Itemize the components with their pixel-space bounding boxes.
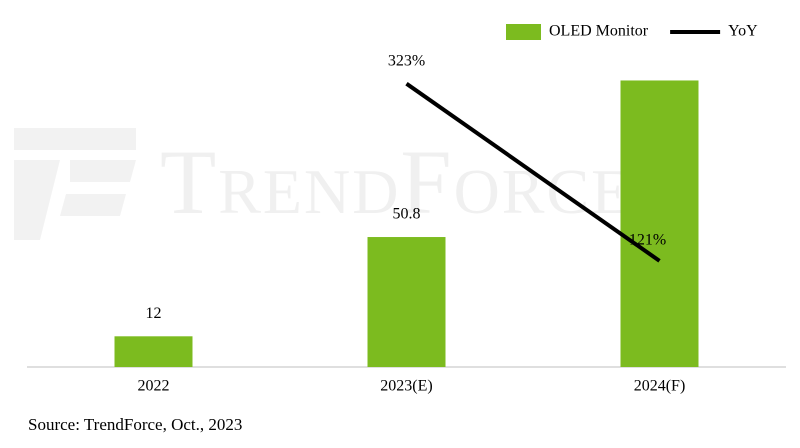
source: Source: TrendForce, Oct., 2023	[28, 415, 242, 434]
data-label: 12	[146, 305, 162, 322]
watermark: TrendForce	[160, 131, 632, 233]
x-tick-label: 2023(E)	[380, 378, 432, 395]
legend-label: YoY	[728, 23, 758, 40]
data-label: 121%	[629, 232, 666, 249]
x-tick-label: 2024(F)	[634, 378, 686, 395]
bar	[367, 237, 446, 367]
data-label: 50.8	[393, 206, 421, 223]
legend-label: OLED Monitor	[549, 23, 649, 40]
bar	[114, 336, 193, 367]
watermark-logo	[14, 128, 136, 240]
x-tick-label: 2022	[138, 378, 170, 395]
data-label: 323%	[388, 52, 425, 69]
legend-swatch	[506, 24, 541, 40]
bar	[620, 80, 699, 367]
line	[405, 82, 661, 263]
